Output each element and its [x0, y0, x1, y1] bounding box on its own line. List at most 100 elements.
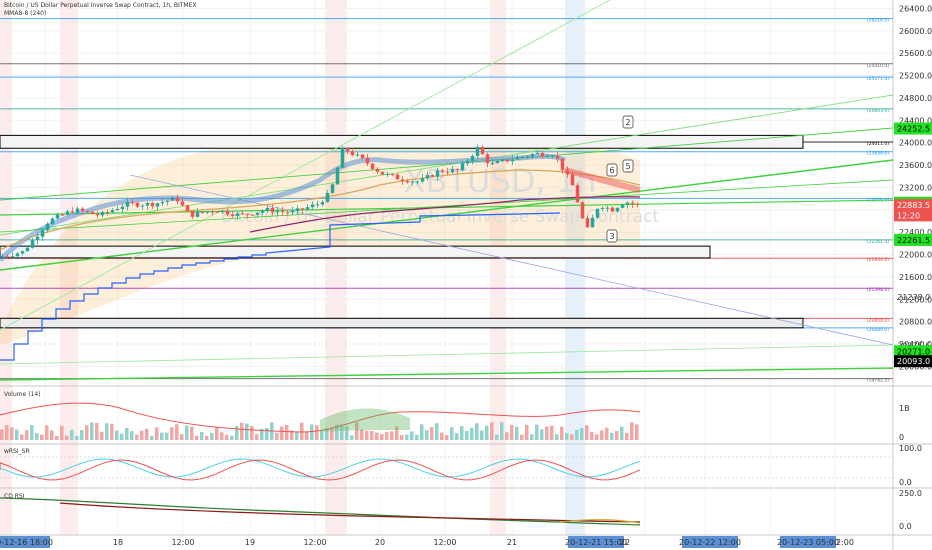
volume-bar-30 — [150, 435, 154, 440]
watermark: XBTUSD, 1h Bitcoin / US Dollar Perpetual… — [221, 162, 659, 227]
candle-body-17 — [85, 211, 90, 213]
volume-bar-16 — [80, 429, 84, 440]
volume-bar-101 — [505, 432, 509, 440]
price-tick-15: 20400.0 — [899, 340, 932, 349]
volume-bar-15 — [75, 435, 79, 440]
candle-body-96 — [480, 147, 485, 155]
volume-bar-7 — [35, 433, 39, 440]
volume-bar-113 — [565, 433, 569, 440]
trend-line-2 — [0, 0, 611, 331]
candle-body-18 — [90, 211, 95, 215]
time-tick-11: 20-12-23 05:00 — [777, 536, 839, 548]
candle-body-98 — [490, 163, 495, 165]
price-tag-text-3: 12:20 — [897, 211, 920, 220]
candle-body-101 — [505, 159, 510, 162]
price-tag-text-2: 22883.5 — [897, 201, 930, 210]
moving-averages — [0, 153, 641, 361]
cd-yellow — [559, 519, 641, 524]
volume-bar-73 — [365, 430, 369, 440]
volume-bar-86 — [430, 427, 434, 440]
volume-bar-43 — [215, 427, 219, 440]
time-tick-text-5: 20 — [375, 538, 385, 547]
cd-pane-label: CD RSI — [4, 493, 25, 500]
volume-bar-106 — [530, 434, 534, 440]
candle-body-28 — [140, 205, 145, 207]
candle-body-30 — [150, 202, 155, 207]
candle-body-87 — [435, 170, 440, 177]
volume-bar-22 — [110, 423, 114, 440]
price-tag-text-4: 22261.5 — [897, 236, 930, 245]
wave-label-6: 6 — [606, 163, 618, 177]
candle-body-100 — [500, 159, 505, 162]
price-tag-2: 22883.5 — [894, 199, 932, 212]
volume-bar-35 — [175, 424, 179, 440]
price-tick-13: 21200.0 — [899, 295, 932, 304]
volume-bar-110 — [550, 425, 554, 440]
volume-bar-53 — [265, 427, 269, 440]
volume-bar-87 — [435, 423, 439, 440]
volume-bar-5 — [25, 430, 29, 440]
volume-bar-6 — [30, 425, 34, 440]
time-tick-text-7: 21 — [507, 538, 517, 547]
instrument-title: Bitcoin / US Dollar Perpetual Inverse Sw… — [4, 2, 197, 9]
volume-bar-127 — [635, 424, 639, 440]
candle-body-66 — [330, 184, 335, 193]
candle-body-14 — [70, 211, 75, 213]
candle-body-112 — [560, 158, 565, 170]
volume-bar-17 — [85, 425, 89, 440]
candle-body-36 — [180, 201, 185, 206]
time-tick-5: 20 — [375, 538, 385, 547]
candle-body-123 — [615, 207, 620, 212]
volume-bar-55 — [275, 432, 279, 440]
candle-body-45 — [225, 210, 230, 215]
candle-body-73 — [365, 157, 370, 164]
candle-body-124 — [620, 204, 625, 208]
candle-body-63 — [315, 204, 320, 206]
candle-body-44 — [220, 210, 225, 213]
volume-bar-119 — [595, 434, 599, 440]
candle-body-83 — [415, 181, 420, 183]
candle-body-48 — [240, 213, 245, 215]
price-tag-text-0: 24252.5 — [897, 125, 930, 134]
price-tag-text-7: 20271.0 — [897, 347, 930, 356]
time-tick-text-6: 12:00 — [433, 538, 456, 547]
candle-body-33 — [165, 200, 170, 202]
volume-axis-tick-1: 0 — [899, 433, 904, 442]
price-tag-bg-0 — [894, 122, 932, 135]
volume-bar-91 — [455, 433, 459, 440]
candle-body-43 — [215, 211, 220, 213]
candle-body-122 — [610, 207, 615, 212]
price-tag-8: 20093.0 — [894, 355, 932, 368]
candle-body-53 — [265, 207, 270, 211]
time-axis[interactable]: 20-12-16 18:00 18 12:00 19 12:00 20 12:00 21 20-… — [0, 536, 854, 548]
zone-box-0 — [0, 134, 804, 149]
price-zones — [0, 134, 804, 329]
volume-bar-61 — [305, 431, 309, 440]
candle-body-10 — [50, 218, 55, 224]
candle-body-57 — [285, 211, 290, 213]
volume-bar-37 — [185, 425, 189, 440]
level-label-11: (20689.0) — [867, 327, 889, 333]
candle-body-82 — [410, 181, 415, 183]
candle-body-86 — [430, 175, 435, 177]
volume-bar-0 — [0, 429, 4, 440]
candle-body-8 — [40, 230, 45, 237]
volume-bar-90 — [450, 427, 454, 440]
price-tick-3: 25200.0 — [899, 72, 932, 81]
orange-ma — [0, 169, 641, 251]
price-axis[interactable]: 26400.0 26000.0 25600.0 25200.0 24800.0 24400… — [894, 4, 932, 531]
volume-bar-45 — [225, 434, 229, 440]
volume-bar-24 — [120, 433, 124, 440]
volume-bar-72 — [360, 429, 364, 440]
candle-body-75 — [375, 168, 380, 172]
volume-cloud — [320, 408, 410, 432]
candle-body-3 — [15, 253, 20, 257]
time-tick-6: 12:00 — [433, 538, 456, 547]
volume-bar-98 — [490, 422, 494, 440]
candle-body-92 — [460, 163, 465, 171]
candle-body-61 — [305, 207, 310, 210]
volume-bar-92 — [460, 426, 464, 440]
candle-body-114 — [570, 174, 575, 186]
volume-bar-11 — [55, 435, 59, 440]
